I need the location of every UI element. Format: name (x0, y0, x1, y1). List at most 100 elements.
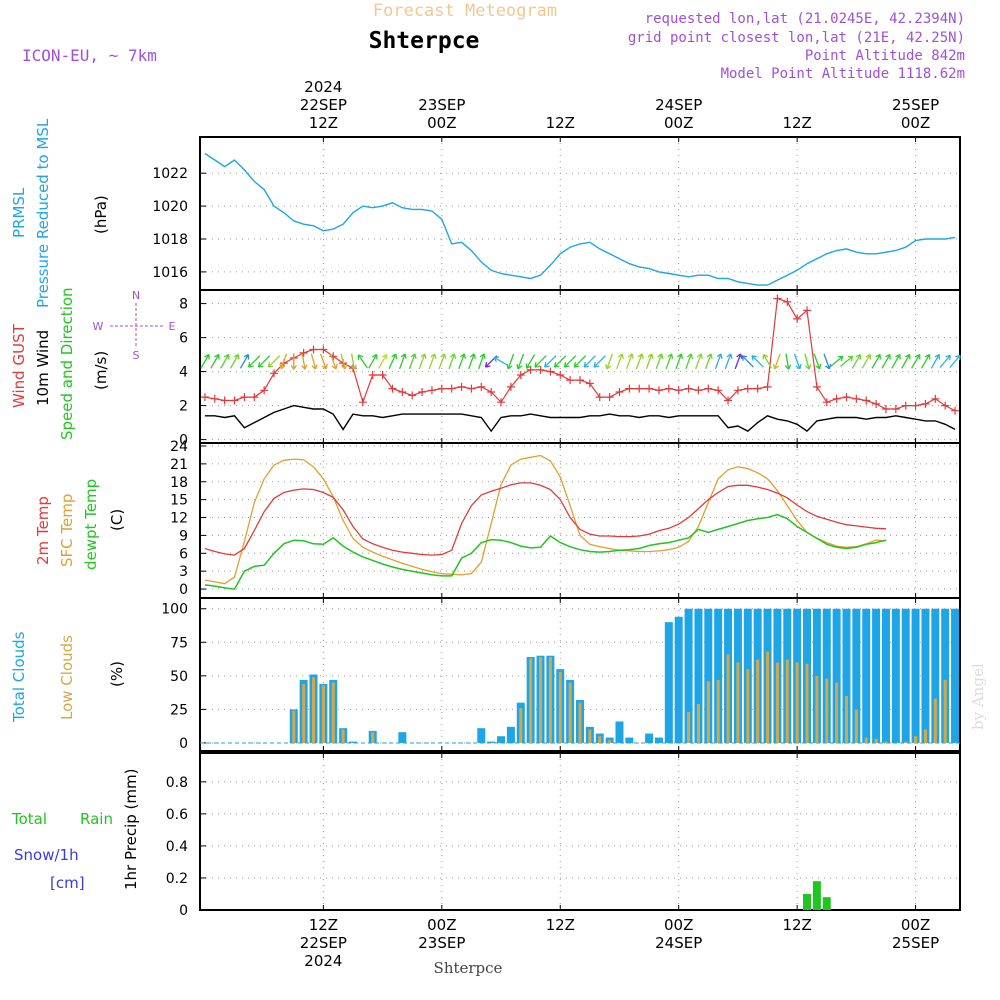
wind-direction-arrow (525, 354, 536, 369)
wind-direction-arrow (813, 353, 822, 370)
snow-label: Snow/1h (14, 846, 79, 864)
total-clouds-bar (881, 608, 890, 743)
total-clouds-label: Total Clouds (10, 631, 28, 723)
y-tick-label: 12 (170, 511, 188, 527)
wind-direction-arrow (675, 353, 684, 370)
gust-marker (822, 398, 831, 407)
wind-direction-arrow (200, 353, 210, 369)
low-clouds-bar (539, 657, 543, 743)
pressure-label-1: PRMSL (10, 187, 28, 238)
wind-direction-arrow (655, 353, 664, 370)
y-tick-label: 1018 (152, 232, 188, 248)
low-clouds-bar (756, 659, 760, 743)
gust-marker (724, 396, 733, 405)
low-clouds-bar (914, 736, 918, 743)
gust-marker (921, 399, 930, 408)
gust-marker (674, 386, 683, 395)
gust-marker (418, 388, 427, 396)
requested-coords: requested lon,lat (21.0245E, 42.2394N) (645, 11, 965, 27)
wind-unit: (m/s) (92, 351, 110, 390)
total-clouds-bar (625, 737, 634, 743)
wind-direction-arrow (357, 354, 368, 369)
top-time-label: 00Z (901, 114, 930, 132)
gust-marker (901, 401, 910, 410)
wind-panel-frame (199, 289, 961, 444)
low-clouds-bar (371, 732, 375, 743)
compass-north: N (132, 289, 140, 302)
point-altitude: Point Altitude 842m (805, 48, 965, 64)
wind-direction-arrow (516, 353, 525, 370)
total-clouds-bar (812, 608, 821, 743)
gust-marker (230, 396, 239, 405)
gust-marker (654, 386, 663, 395)
wind-direction-arrow (734, 353, 743, 370)
low-clouds-bar (716, 679, 720, 743)
low-clouds-bar (578, 702, 582, 743)
wind-direction-arrow (534, 355, 547, 368)
low-clouds-bar (844, 695, 848, 743)
gust-marker (684, 384, 693, 393)
bottom-time-label: 2024 (304, 952, 342, 970)
gust-marker (516, 371, 525, 379)
total-clouds-bar (842, 608, 851, 743)
wind-direction-arrow (616, 353, 624, 370)
total-clouds-bar (645, 733, 654, 743)
low-clouds-bar (785, 659, 789, 743)
footer-station: Shterpce (434, 959, 503, 977)
low-clouds-bar (726, 654, 730, 743)
wind-direction-arrow (861, 353, 872, 369)
station-title: Shterpce (369, 28, 480, 54)
low-clouds-bar (687, 712, 691, 743)
gust-line (204, 297, 956, 412)
bottom-time-label: 00Z (664, 916, 693, 934)
gust-marker (743, 384, 752, 393)
gust-marker (220, 396, 229, 405)
gust-marker (812, 382, 821, 391)
total-clouds-bar (615, 721, 624, 743)
gust-marker (783, 297, 792, 306)
gust-marker (763, 382, 772, 391)
y-tick-label: 1016 (152, 265, 188, 281)
wind-direction-arrow (741, 355, 754, 368)
gust-marker (319, 345, 328, 354)
wind-direction-arrow (583, 355, 596, 368)
compass-south: S (133, 349, 140, 362)
wind-direction-arrow (704, 353, 713, 370)
y-tick-label: 3 (179, 564, 188, 580)
gust-marker (260, 386, 269, 395)
bottom-time-label: 25SEP (892, 934, 939, 952)
wind-direction-arrow (210, 353, 220, 369)
top-time-label: 12Z (782, 114, 811, 132)
total-clouds-bar (714, 608, 723, 743)
low-clouds-bar (775, 662, 779, 743)
gust-marker (872, 399, 881, 408)
wind-direction-arrow (665, 353, 674, 370)
gust-marker (832, 394, 841, 403)
wind-direction-arrow (645, 353, 654, 370)
wind-direction-arrow (378, 353, 388, 369)
total-clouds-bar (674, 616, 683, 743)
wind-compass: N W E S (93, 289, 176, 362)
total-clouds-bar (348, 741, 357, 743)
wind-direction-arrow (573, 355, 587, 368)
wind-direction-arrow (340, 353, 348, 370)
low-clouds-bar (825, 678, 829, 743)
model-altitude: Model Point Altitude 1118.62m (721, 66, 965, 82)
gust-marker (487, 388, 496, 396)
y-tick-label: 0.2 (166, 871, 188, 887)
wind-direction-arrow (823, 353, 832, 370)
wind-direction-arrow (267, 355, 281, 368)
y-tick-label: 15 (170, 493, 188, 509)
low-clouds-bar (331, 682, 335, 743)
top-time-label: 2024 (304, 78, 342, 96)
low-clouds-bar (835, 682, 839, 743)
y-tick-label: 24 (170, 439, 188, 455)
wind10m-label: 10m Wind (34, 330, 52, 406)
y-tick-label: 0 (179, 903, 188, 919)
wind-direction-arrow (506, 353, 515, 370)
wind-direction-arrow (949, 354, 961, 368)
temp2m-label: 2m Temp (34, 496, 52, 565)
total-clouds-bar (477, 728, 486, 743)
gust-marker (753, 384, 762, 393)
